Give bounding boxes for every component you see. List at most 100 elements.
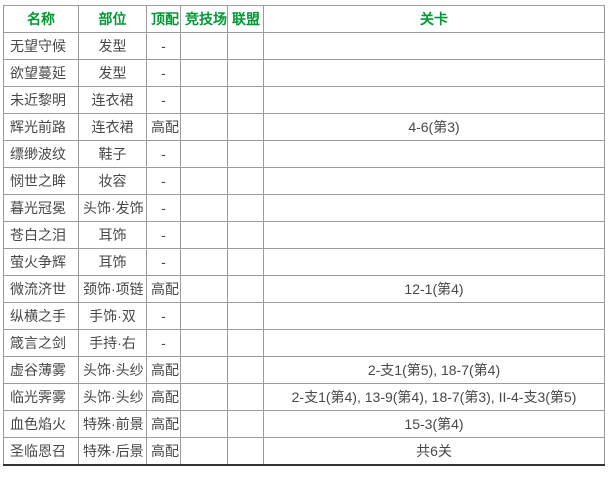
cell-stage	[263, 329, 605, 357]
cell-part: 手持·右	[78, 329, 147, 357]
cell-part: 耳饰	[78, 221, 147, 249]
cell-name: 箴言之剑	[3, 329, 79, 357]
cell-union	[227, 221, 264, 249]
cell-stage	[263, 140, 605, 168]
table-row: 缥缈波纹 鞋子 -	[3, 140, 605, 168]
cell-stage	[263, 221, 605, 249]
column-header-part: 部位	[78, 5, 147, 33]
cell-union	[227, 275, 264, 303]
cell-arena	[180, 356, 228, 384]
cell-union	[227, 410, 264, 438]
column-header-stage: 关卡	[263, 5, 605, 33]
cell-union	[227, 167, 264, 195]
cell-union	[227, 32, 264, 60]
table-row: 临光霁雾 头饰·头纱 高配 2-支1(第4), 13-9(第4), 18-7(第3),…	[3, 383, 605, 411]
cell-arena	[180, 140, 228, 168]
column-header-union: 联盟	[227, 5, 264, 33]
table-row: 苍白之泪 耳饰 -	[3, 221, 605, 249]
cell-part: 连衣裙	[78, 86, 147, 114]
table-row: 萤火争辉 耳饰 -	[3, 248, 605, 276]
cell-stage	[263, 194, 605, 222]
cell-arena	[180, 329, 228, 357]
table-row: 未近黎明 连衣裙 -	[3, 86, 605, 114]
cell-top: -	[146, 302, 181, 330]
cell-union	[227, 329, 264, 357]
cell-top: 高配	[146, 383, 181, 411]
cell-part: 头饰·头纱	[78, 383, 147, 411]
cell-arena	[180, 32, 228, 60]
cell-top: -	[146, 194, 181, 222]
table-row: 虚谷薄雾 头饰·头纱 高配 2-支1(第5), 18-7(第4)	[3, 356, 605, 384]
cell-top: 高配	[146, 410, 181, 438]
cell-arena	[180, 410, 228, 438]
cell-top: -	[146, 221, 181, 249]
table-row: 暮光冠冕 头饰·发饰 -	[3, 194, 605, 222]
cell-union	[227, 248, 264, 276]
cell-union	[227, 437, 264, 466]
table-row: 微流济世 颈饰·项链 高配 12-1(第4)	[3, 275, 605, 303]
cell-stage: 2-支1(第5), 18-7(第4)	[263, 356, 605, 384]
column-header-arena: 竞技场	[180, 5, 228, 33]
cell-top: -	[146, 86, 181, 114]
cell-part: 发型	[78, 32, 147, 60]
table-row: 欲望蔓延 发型 -	[3, 59, 605, 87]
cell-arena	[180, 59, 228, 87]
cell-name: 欲望蔓延	[3, 59, 79, 87]
cell-stage	[263, 59, 605, 87]
column-header-top: 顶配	[146, 5, 181, 33]
cell-stage	[263, 32, 605, 60]
cell-arena	[180, 113, 228, 141]
cell-part: 妆容	[78, 167, 147, 195]
cell-union	[227, 86, 264, 114]
table-row: 悯世之眸 妆容 -	[3, 167, 605, 195]
cell-top: -	[146, 248, 181, 276]
table-body: 无望守候 发型 - 欲望蔓延 发型 - 未近黎明 连衣裙 - 辉光前路 连衣裙 高配 4-6(第3) 缥缈…	[3, 32, 605, 466]
cell-top: -	[146, 140, 181, 168]
cell-part: 发型	[78, 59, 147, 87]
cell-name: 微流济世	[3, 275, 79, 303]
cell-name: 无望守候	[3, 32, 79, 60]
cell-name: 临光霁雾	[3, 383, 79, 411]
cell-top: -	[146, 329, 181, 357]
cell-part: 鞋子	[78, 140, 147, 168]
table-row: 无望守候 发型 -	[3, 32, 605, 60]
cell-union	[227, 356, 264, 384]
cell-part: 特殊·后景	[78, 437, 147, 466]
cell-name: 虚谷薄雾	[3, 356, 79, 384]
cell-name: 纵横之手	[3, 302, 79, 330]
cell-part: 头饰·发饰	[78, 194, 147, 222]
table-header-row: 名称 部位 顶配 竞技场 联盟 关卡	[3, 5, 605, 33]
cell-union	[227, 194, 264, 222]
cell-name: 圣临恩召	[3, 437, 79, 466]
column-header-name: 名称	[3, 5, 79, 33]
cell-arena	[180, 248, 228, 276]
cell-name: 苍白之泪	[3, 221, 79, 249]
cell-name: 悯世之眸	[3, 167, 79, 195]
cell-stage	[263, 167, 605, 195]
cell-stage: 4-6(第3)	[263, 113, 605, 141]
cell-name: 缥缈波纹	[3, 140, 79, 168]
cell-top: 高配	[146, 356, 181, 384]
cell-arena	[180, 437, 228, 466]
cell-arena	[180, 221, 228, 249]
cell-stage	[263, 302, 605, 330]
cell-top: 高配	[146, 113, 181, 141]
cell-stage	[263, 86, 605, 114]
cell-top: -	[146, 167, 181, 195]
cell-stage: 共6关	[263, 437, 605, 466]
cell-stage	[263, 248, 605, 276]
cell-name: 萤火争辉	[3, 248, 79, 276]
cell-part: 手饰·双	[78, 302, 147, 330]
cell-arena	[180, 383, 228, 411]
cell-name: 未近黎明	[3, 86, 79, 114]
cell-stage: 12-1(第4)	[263, 275, 605, 303]
cell-union	[227, 113, 264, 141]
cell-arena	[180, 275, 228, 303]
cell-part: 连衣裙	[78, 113, 147, 141]
table-row: 血色焰火 特殊·前景 高配 15-3(第4)	[3, 410, 605, 438]
cell-name: 辉光前路	[3, 113, 79, 141]
cell-stage: 2-支1(第4), 13-9(第4), 18-7(第3), II-4-支3(第5…	[263, 383, 605, 411]
table-row: 辉光前路 连衣裙 高配 4-6(第3)	[3, 113, 605, 141]
cell-part: 颈饰·项链	[78, 275, 147, 303]
cell-top: 高配	[146, 437, 181, 466]
